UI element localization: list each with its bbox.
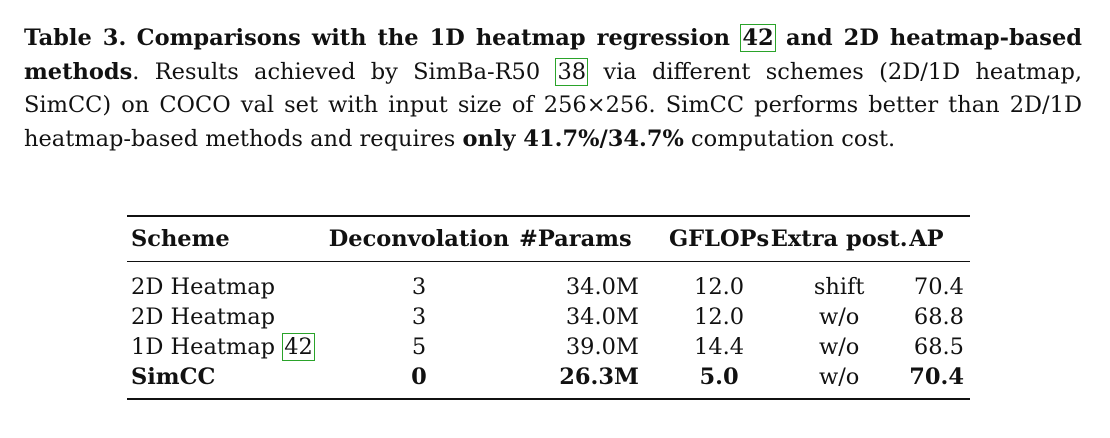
table-row: SimCC 0 26.3M 5.0 w/o 70.4 [127, 362, 970, 399]
cell-params: 39.0M [565, 334, 639, 360]
cell-deconv: 3 [411, 304, 427, 330]
cell-deconv: 0 [411, 364, 427, 390]
cell-scheme: 2D Heatmap [131, 274, 276, 300]
caption-text-part-2: via different schemes (2D/1D heatmap, Si… [24, 58, 1083, 152]
cell-deconv: 5 [411, 334, 427, 360]
cell-ap: 68.5 [913, 334, 964, 360]
table-row: 2D Heatmap 3 34.0M 12.0 shift 70.4 [127, 262, 970, 303]
cell-extra-post: w/o [818, 334, 860, 360]
cell-ap: 70.4 [913, 274, 964, 300]
caption-text-part-1: . Results achieved by SimBa-R50 [132, 58, 541, 85]
caption-title-part-1: Comparisons with the 1D heatmap regressi… [136, 25, 730, 51]
citation-link-42-table[interactable]: 42 [282, 333, 315, 361]
cell-scheme: 1D Heatmap 42 [127, 332, 319, 362]
header-gflops: GFLOPs [668, 226, 770, 252]
header-deconvolation: Deconvolation [328, 226, 510, 252]
cell-scheme-text: 1D Heatmap [131, 334, 276, 360]
cell-params: 34.0M [565, 304, 639, 330]
table-caption: Table 3. Comparisons with the 1D heatmap… [24, 22, 1082, 156]
cell-gflops: 12.0 [694, 304, 745, 330]
caption-bold-tail: only 41.7%/34.7% [462, 125, 684, 152]
cell-gflops: 12.0 [694, 274, 745, 300]
caption-title-part-2: and 2D heatmap-based methods [24, 25, 1083, 85]
caption-label: Table 3. [24, 25, 127, 51]
cell-gflops: 5.0 [699, 364, 739, 390]
citation-link-42[interactable]: 42 [740, 24, 776, 52]
header-extra-post: Extra post. [770, 226, 908, 252]
table-row: 1D Heatmap 42 5 39.0M 14.4 w/o 68.5 [127, 332, 970, 362]
header-ap: AP [909, 226, 944, 252]
header-params: #Params [518, 226, 632, 252]
cell-params: 34.0M [565, 274, 639, 300]
cell-extra-post: w/o [818, 304, 860, 330]
cell-ap: 68.8 [913, 304, 964, 330]
cell-deconv: 3 [411, 274, 427, 300]
citation-link-38[interactable]: 38 [555, 57, 589, 86]
cell-params: 26.3M [559, 364, 639, 390]
cell-scheme: 2D Heatmap [131, 304, 276, 330]
comparison-table: Scheme Deconvolation #Params GFLOPs Extr… [127, 215, 970, 400]
cell-extra-post: shift [813, 274, 865, 300]
cell-ap: 70.4 [909, 364, 964, 390]
cell-extra-post: w/o [818, 364, 860, 390]
cell-scheme: SimCC [131, 364, 216, 390]
table-row: 2D Heatmap 3 34.0M 12.0 w/o 68.8 [127, 302, 970, 332]
header-scheme: Scheme [131, 226, 230, 252]
caption-text-part-3: computation cost. [691, 125, 896, 152]
table-header-row: Scheme Deconvolation #Params GFLOPs Extr… [127, 216, 970, 262]
cell-gflops: 14.4 [694, 334, 745, 360]
